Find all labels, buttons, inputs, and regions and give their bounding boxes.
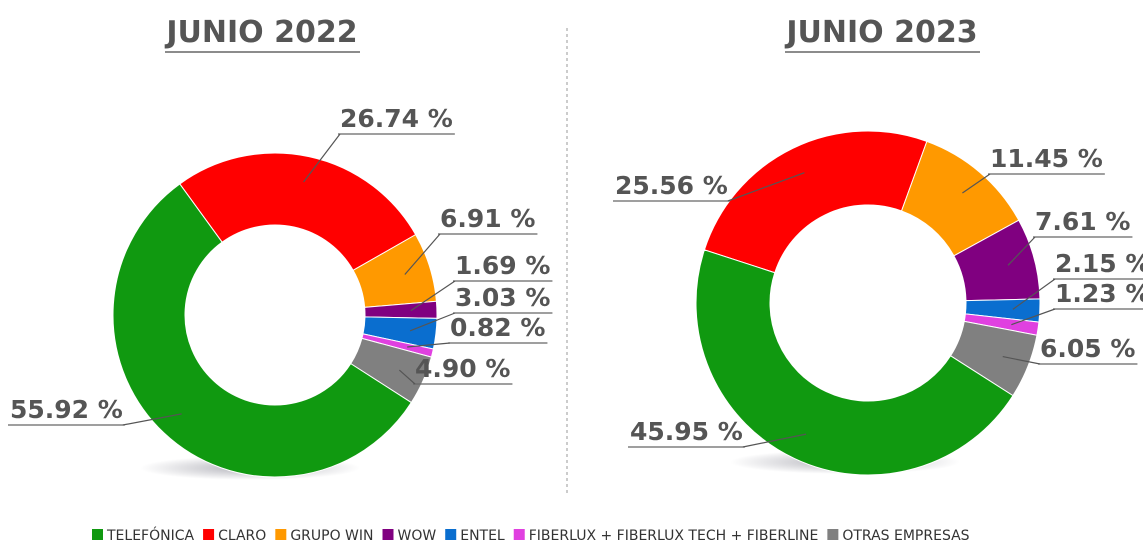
value-label: 6.05 % bbox=[1040, 334, 1135, 363]
value-label: 1.23 % bbox=[1055, 279, 1143, 308]
legend-swatch bbox=[275, 529, 287, 540]
slice bbox=[112, 183, 413, 478]
leader-line bbox=[962, 173, 991, 194]
chart-title: JUNIO 2023 bbox=[784, 15, 977, 50]
value-label: 55.92 % bbox=[10, 395, 123, 424]
slice bbox=[179, 152, 417, 272]
legend-label: TELEFÓNICA bbox=[106, 526, 194, 544]
value-label: 0.82 % bbox=[450, 313, 545, 342]
leader-line bbox=[742, 433, 807, 448]
value-label: 2.15 % bbox=[1055, 249, 1143, 278]
legend-swatch bbox=[92, 529, 103, 540]
leader-line bbox=[1011, 308, 1056, 326]
value-label: 6.91 % bbox=[440, 204, 535, 233]
value-label: 25.56 % bbox=[615, 171, 728, 200]
legend-swatch bbox=[827, 529, 839, 540]
leader-line bbox=[727, 172, 805, 202]
leader-line bbox=[409, 312, 456, 332]
legend-label: CLARO bbox=[218, 528, 266, 544]
leader-line bbox=[1007, 236, 1036, 266]
legend-label: FIBERLUX + FIBERLUX TECH + FIBERLINE bbox=[529, 528, 819, 544]
leader-line bbox=[303, 133, 341, 183]
slice bbox=[695, 249, 1014, 476]
value-label: 1.69 % bbox=[455, 251, 550, 280]
value-label: 45.95 % bbox=[630, 417, 743, 446]
leader-line bbox=[1012, 278, 1056, 310]
value-label: 11.45 % bbox=[990, 144, 1103, 173]
value-label: 26.74 % bbox=[340, 104, 453, 133]
legend-swatch bbox=[445, 529, 457, 540]
leader-line bbox=[410, 280, 456, 312]
leader-line bbox=[122, 413, 182, 426]
chart-title: JUNIO 2022 bbox=[164, 15, 357, 50]
value-label: 7.61 % bbox=[1035, 207, 1130, 236]
legend-label: ENTEL bbox=[460, 528, 505, 544]
legend-swatch bbox=[203, 529, 215, 540]
leader-line bbox=[404, 233, 441, 275]
legend-swatch bbox=[513, 529, 525, 540]
legend-label: OTRAS EMPRESAS bbox=[842, 528, 969, 544]
leader-line bbox=[1002, 356, 1041, 365]
legend-swatch bbox=[382, 529, 394, 540]
value-label: 4.90 % bbox=[415, 354, 510, 383]
legend-label: GRUPO WIN bbox=[290, 528, 373, 544]
slice bbox=[703, 130, 928, 274]
value-label: 3.03 % bbox=[455, 283, 550, 312]
legend-label: WOW bbox=[398, 528, 437, 544]
leader-line bbox=[407, 342, 451, 348]
leader-line bbox=[398, 369, 416, 385]
